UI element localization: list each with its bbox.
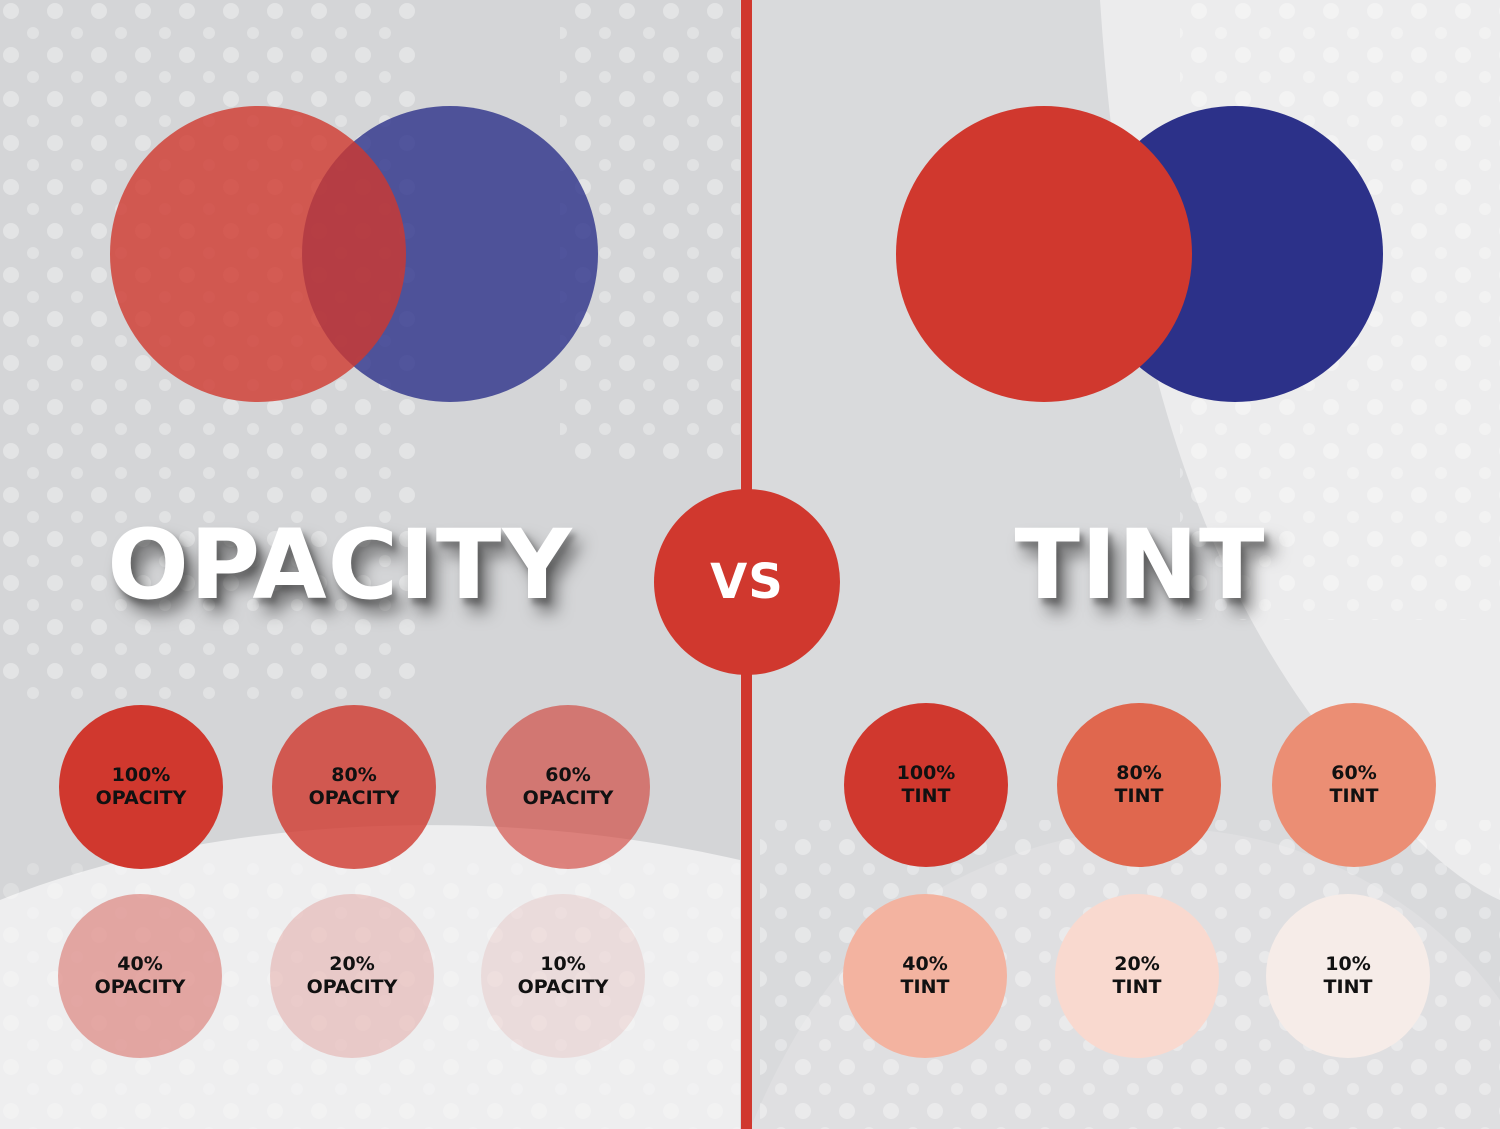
swatch-percent: 60% [545, 764, 591, 786]
swatch-label: OPACITY [94, 976, 186, 998]
swatch-percent: 100% [896, 762, 956, 784]
swatch-label: TINT [1323, 976, 1373, 998]
red-circle-tint [896, 106, 1192, 402]
opacity-swatch-20: 20% OPACITY [270, 894, 434, 1058]
swatch-label: TINT [1112, 976, 1162, 998]
swatch-percent: 40% [117, 953, 163, 975]
opacity-swatch-80: 80% OPACITY [272, 705, 436, 869]
swatch-label: TINT [1329, 785, 1379, 807]
swatch-label: TINT [900, 976, 950, 998]
swatch-label: OPACITY [522, 787, 614, 809]
swatch-percent: 10% [1325, 953, 1371, 975]
swatch-label: TINT [901, 785, 951, 807]
opacity-title: OPACITY [107, 509, 573, 621]
tint-swatch-40: 40% TINT [843, 894, 1007, 1058]
swatch-percent: 100% [111, 764, 171, 786]
tint-swatch-80: 80% TINT [1057, 703, 1221, 867]
opacity-swatch-100: 100% OPACITY [59, 705, 223, 869]
swatch-percent: 10% [540, 953, 586, 975]
red-circle-opacity [110, 106, 406, 402]
opacity-swatch-60: 60% OPACITY [486, 705, 650, 869]
tint-swatch-60: 60% TINT [1272, 703, 1436, 867]
swatch-percent: 60% [1331, 762, 1377, 784]
swatch-percent: 40% [902, 953, 948, 975]
swatch-percent: 20% [1114, 953, 1160, 975]
swatch-percent: 80% [331, 764, 377, 786]
swatch-percent: 20% [329, 953, 375, 975]
tint-swatch-100: 100% TINT [844, 703, 1008, 867]
tint-title: TINT [1014, 509, 1266, 621]
swatch-label: OPACITY [517, 976, 609, 998]
swatch-label: OPACITY [95, 787, 187, 809]
tint-swatch-10: 10% TINT [1266, 894, 1430, 1058]
swatch-label: OPACITY [306, 976, 398, 998]
swatch-percent: 80% [1116, 762, 1162, 784]
swatch-label: OPACITY [308, 787, 400, 809]
opacity-swatch-10: 10% OPACITY [481, 894, 645, 1058]
opacity-swatch-40: 40% OPACITY [58, 894, 222, 1058]
vs-badge: VS [654, 489, 840, 675]
tint-swatch-20: 20% TINT [1055, 894, 1219, 1058]
vs-label: VS [710, 554, 784, 610]
swatch-label: TINT [1114, 785, 1164, 807]
